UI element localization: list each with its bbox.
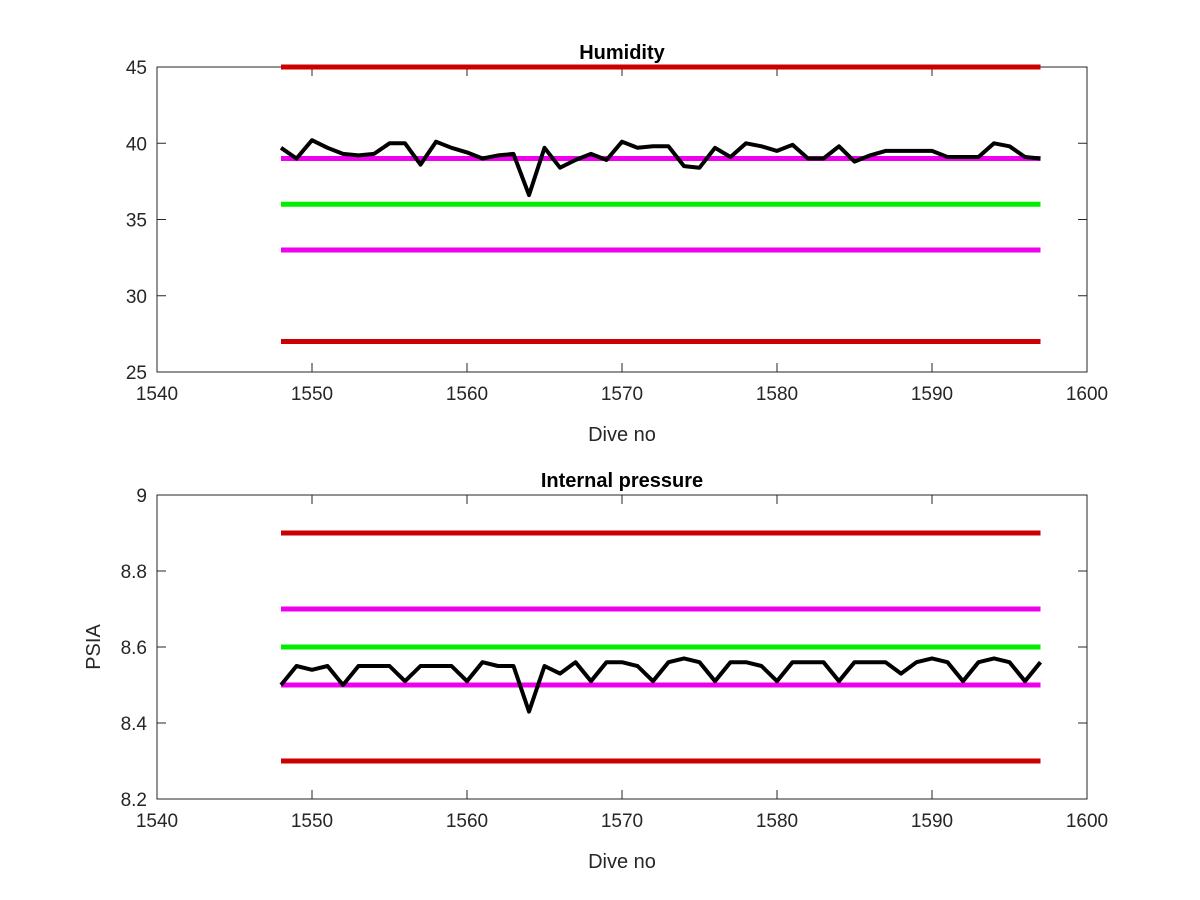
humidity-chart: 1540 1550 1560 1570 1580 1590 1600 25 30 35 40 45 Hu… [126,42,1108,446]
x-tick-label: 1600 [1066,384,1108,405]
y-tick-label: 45 [126,58,147,79]
y-tick-label: 25 [126,363,147,384]
internal-pressure-chart: 1540 1550 1560 1570 1580 1590 1600 8.2 8.4 8.6 8.8… [83,470,1108,873]
x-tick-label: 1540 [136,811,178,832]
x-tick-label: 1580 [756,811,798,832]
y-tick-label: 8.4 [121,714,148,735]
x-tick-label: 1600 [1066,811,1108,832]
y-tick-label: 8.6 [121,638,147,659]
x-axis-label: Dive no [588,851,656,873]
x-tick-label: 1570 [601,384,643,405]
x-tick-label: 1580 [756,384,798,405]
y-tick-label: 8.2 [121,790,147,811]
x-tick-label: 1590 [911,384,953,405]
x-axis-label: Dive no [588,424,656,446]
y-tick-label: 8.8 [121,562,147,583]
y-tick-label: 40 [126,134,147,155]
y-axis-label: PSIA [83,624,105,670]
y-tick-label: 30 [126,287,147,308]
chart-title: Humidity [579,42,665,64]
chart-title: Internal pressure [541,470,703,492]
x-tick-label: 1560 [446,384,488,405]
x-tick-label: 1590 [911,811,953,832]
data-series-line [279,656,1043,714]
x-tick-label: 1550 [291,384,333,405]
x-tick-label: 1540 [136,384,178,405]
data-series-line [279,138,1041,198]
y-tick-label: 35 [126,211,147,232]
x-tick-label: 1560 [446,811,488,832]
plot-area [156,66,1088,373]
y-tick-label: 9 [136,486,147,507]
x-tick-label: 1570 [601,811,643,832]
x-tick-label: 1550 [291,811,333,832]
